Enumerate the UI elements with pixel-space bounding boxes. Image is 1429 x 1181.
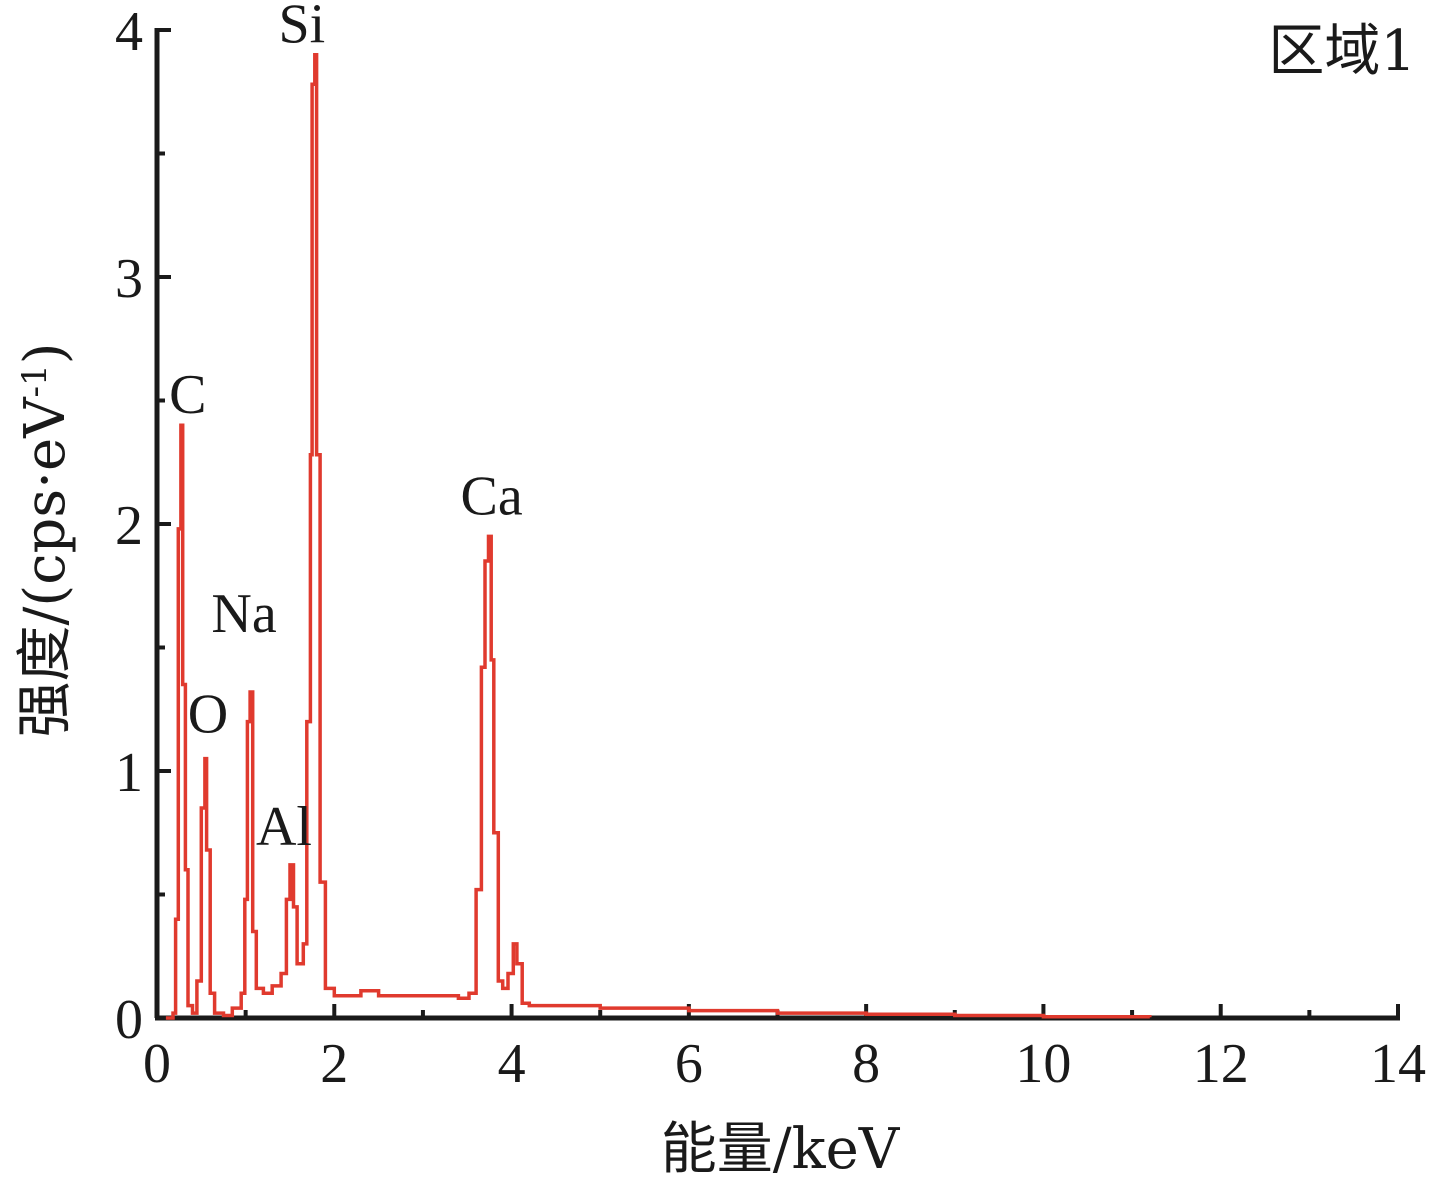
peak-label-o: O	[188, 684, 228, 746]
y-tick-label: 0	[115, 989, 143, 1051]
x-tick-label: 2	[320, 1033, 348, 1095]
x-tick-label: 10	[1015, 1033, 1071, 1095]
peak-label-al: Al	[256, 796, 312, 858]
y-tick-label: 4	[115, 1, 143, 63]
y-axis-label-superscript: -1	[15, 364, 55, 397]
y-axis-label: 强度/(cps·eV-1)	[13, 342, 78, 737]
x-tick-label: 12	[1193, 1033, 1249, 1095]
peak-label-c: C	[169, 364, 206, 426]
x-axis-label: 能量/keV	[661, 1117, 901, 1181]
x-tick-label: 8	[852, 1033, 880, 1095]
region-annotation: 区域1	[1268, 19, 1416, 84]
y-tick-label: 3	[115, 248, 143, 310]
y-tick-label: 2	[115, 495, 143, 557]
x-tick-label: 4	[498, 1033, 526, 1095]
y-axis-label-close: )	[13, 342, 78, 364]
peak-labels: C O Na Al Si Ca	[169, 0, 523, 858]
spectrum-series	[165, 52, 1152, 1020]
x-tick-label: 0	[143, 1033, 171, 1095]
y-axis-label-main: 强度/(cps·eV	[13, 396, 78, 738]
x-tick-label: 6	[675, 1033, 703, 1095]
peak-label-si: Si	[279, 0, 326, 56]
y-tick-label: 1	[115, 742, 143, 804]
peak-label-na: Na	[211, 583, 276, 645]
x-tick-label: 14	[1370, 1033, 1426, 1095]
axes	[154, 28, 1400, 1021]
peak-label-ca: Ca	[461, 465, 523, 527]
spectrum-line-0	[165, 52, 1152, 1020]
